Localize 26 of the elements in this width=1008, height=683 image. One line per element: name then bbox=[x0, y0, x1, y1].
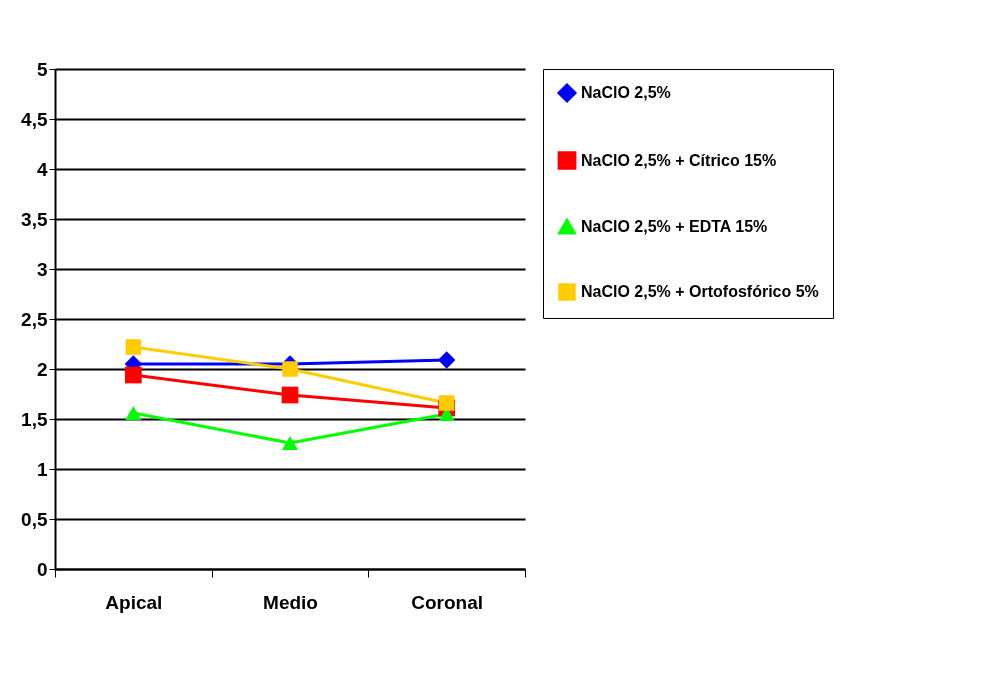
y-tick-label: 4,5 bbox=[21, 108, 48, 130]
y-tick-label: 0,5 bbox=[21, 508, 48, 530]
legend-label: NaClO 2,5% + Ortofosfórico 5% bbox=[581, 283, 819, 300]
legend-label: NaClO 2,5% bbox=[581, 84, 671, 101]
y-tick-label: 3,5 bbox=[21, 208, 48, 230]
y-tick-label: 5 bbox=[36, 58, 48, 80]
y-tick-label: 2 bbox=[36, 358, 48, 380]
y-tick-label: 1 bbox=[36, 458, 48, 480]
x-tick-label: Apical bbox=[105, 591, 163, 613]
point bbox=[125, 339, 142, 355]
point bbox=[438, 395, 455, 411]
legend-label: NaClO 2,5% + EDTA 15% bbox=[581, 217, 768, 235]
y-tick-label: 3 bbox=[36, 258, 48, 280]
point bbox=[281, 386, 299, 404]
y-tick-label: 0 bbox=[36, 558, 48, 580]
y-tick-label: 4 bbox=[36, 158, 48, 180]
point bbox=[125, 406, 142, 420]
point bbox=[124, 366, 142, 384]
legend-label: NaClO 2,5% + Cítrico 15% bbox=[581, 151, 777, 169]
y-tick-label: 2,5 bbox=[21, 308, 48, 330]
point bbox=[438, 351, 456, 369]
y-tick-label: 1,5 bbox=[21, 408, 48, 430]
point bbox=[281, 436, 299, 450]
x-tick-label: Coronal bbox=[411, 591, 484, 613]
x-tick-label: Medio bbox=[263, 591, 318, 613]
point bbox=[282, 361, 298, 377]
